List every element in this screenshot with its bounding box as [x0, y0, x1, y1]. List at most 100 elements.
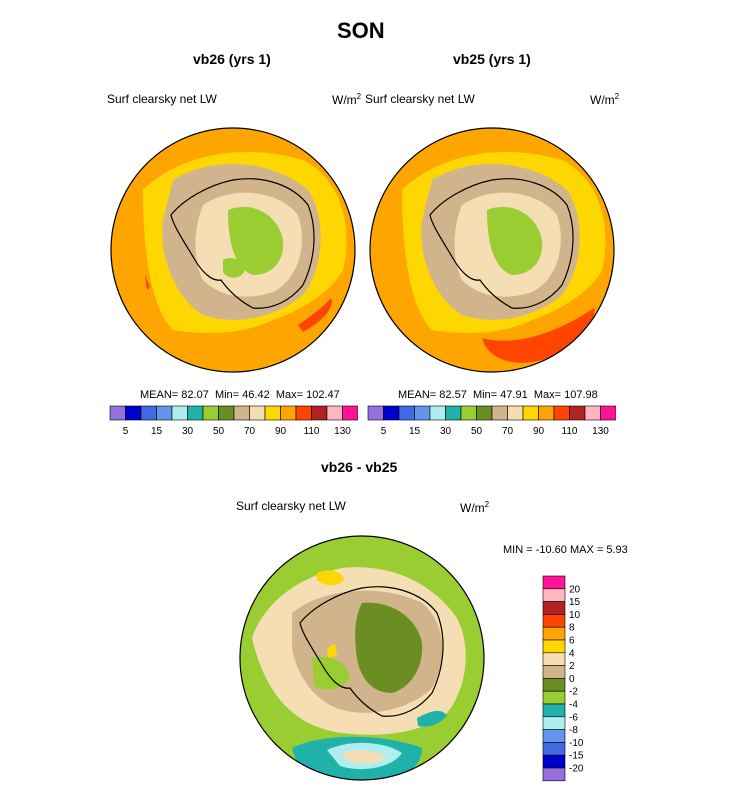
panel-vb26-stats: MEAN= 82.07 Min= 46.42 Max= 102.47 — [140, 389, 340, 401]
panel-vb26-map — [110, 127, 356, 373]
colorbar-box — [553, 405, 570, 421]
colorbar-box — [429, 405, 446, 421]
yellow-spot — [327, 644, 337, 658]
colorbar-box — [156, 405, 173, 421]
colorbar-box — [542, 703, 566, 718]
colorbar-box — [542, 754, 566, 769]
colorbar-box — [342, 405, 358, 421]
colorbar-box — [367, 405, 384, 421]
colorbar-tick-label: 2 — [569, 661, 575, 672]
colorbar-box — [125, 405, 142, 421]
colorbar-tick-label: -8 — [569, 725, 578, 736]
antarctica-coastline — [299, 586, 444, 717]
colorbar-tick-label: 15 — [151, 426, 163, 437]
colorbar-box — [542, 665, 566, 679]
colorbar-tick-label: 30 — [440, 426, 452, 437]
figure-title: SON — [337, 18, 385, 43]
colorbar-box — [280, 405, 297, 421]
colorbar-tick-label: 70 — [244, 426, 256, 437]
colorbar-box — [507, 405, 524, 421]
colorbar-tick-label: 5 — [123, 426, 129, 437]
colorbar-tick-label: 50 — [213, 426, 225, 437]
colorbar-tick-label: 90 — [533, 426, 545, 437]
colorbar-box — [542, 575, 566, 590]
colorbar-tick-label: 6 — [569, 636, 575, 647]
panel-vb26-variable: Surf clearsky net LW — [107, 92, 217, 106]
panel-vb25-variable: Surf clearsky net LW — [365, 92, 475, 106]
colorbar-tick-label: -6 — [569, 712, 578, 723]
colorbar-box — [109, 405, 126, 421]
colorbar-tick-label: 8 — [569, 623, 575, 634]
colorbar-box — [187, 405, 204, 421]
wheat-center — [342, 750, 387, 764]
colorbar-tick-label: 15 — [569, 597, 581, 608]
colorbar-box — [542, 639, 566, 654]
colorbar-box — [542, 729, 566, 743]
colorbar-box — [295, 405, 312, 421]
colorbar-box — [414, 405, 431, 421]
colorbar-tick-label: 130 — [592, 426, 609, 437]
colorbar-box — [569, 405, 586, 421]
colorbar-tick-label: 110 — [304, 426, 320, 437]
colorbar-tick-label: -2 — [569, 687, 578, 698]
colorbar-tick-label: 50 — [471, 426, 483, 437]
colorbar-box — [140, 405, 157, 421]
panel-vb25-colorbar: 5 15 30 50 70 90 110 130 — [367, 405, 616, 437]
antarctica-coastline — [429, 178, 574, 309]
yellow-patch — [317, 570, 344, 586]
green-region — [487, 206, 543, 275]
colorbar-box — [249, 405, 266, 421]
colorbar-box — [491, 405, 508, 421]
panel-vb25-subtitle: vb25 (yrs 1) — [453, 51, 531, 67]
panel-vb26-colorbar: 5 15 30 50 70 90 110 130 — [109, 405, 358, 437]
colorbar-box — [476, 405, 493, 421]
colorbar-tick-label: 20 — [569, 584, 581, 595]
antarctica-coastline — [170, 178, 315, 309]
green-patch — [223, 258, 245, 278]
colorbar-box — [202, 405, 219, 421]
panel-vb25-units: W/m2 — [590, 92, 620, 107]
panel-vb25-map — [369, 127, 615, 373]
colorbar-box — [522, 405, 539, 421]
colorbar-box — [542, 626, 566, 641]
panel-vb25-stats: MEAN= 82.57 Min= 47.91 Max= 107.98 — [398, 389, 598, 401]
colorbar-box — [383, 405, 400, 421]
colorbar-box — [542, 690, 566, 705]
red-spot — [145, 275, 150, 290]
colorbar-tick-label: 4 — [569, 648, 575, 659]
colorbar-tick-label: -20 — [569, 764, 584, 775]
colorbar-tick-label: 130 — [334, 426, 351, 437]
colorbar-box — [171, 405, 188, 421]
colorbar-box — [584, 405, 601, 421]
colorbar-tick-label: 70 — [502, 426, 514, 437]
colorbar-box — [542, 588, 566, 602]
colorbar-box — [542, 742, 566, 756]
green-region — [228, 206, 284, 275]
map-border — [369, 127, 615, 373]
colorbar-box — [538, 405, 555, 421]
diff-minmax: MIN = -10.60 MAX = 5.93 — [503, 544, 628, 556]
red-patch — [482, 308, 595, 363]
colorbar-tick-label: 110 — [562, 426, 578, 437]
colorbar-tick-label: -15 — [569, 751, 584, 762]
colorbar-tick-label: 15 — [409, 426, 421, 437]
colorbar-tick-label: -10 — [569, 738, 584, 749]
colorbar-box — [445, 405, 462, 421]
colorbar-box — [311, 405, 328, 421]
teal-patch — [417, 710, 447, 727]
colorbar-box — [542, 678, 566, 692]
olive-region — [355, 602, 423, 693]
map-border — [239, 535, 485, 781]
colorbar-tick-label: 90 — [275, 426, 287, 437]
diff-title: vb26 - vb25 — [321, 459, 398, 475]
colorbar-tick-label: 5 — [381, 426, 387, 437]
colorbar-box — [542, 716, 566, 730]
diff-units: W/m2 — [460, 500, 490, 515]
colorbar-box — [542, 614, 566, 628]
colorbar-box — [542, 767, 566, 782]
colorbar-tick-label: -4 — [569, 700, 578, 711]
diff-map — [239, 535, 485, 781]
colorbar-tick-label: 10 — [569, 610, 581, 621]
colorbar-box — [460, 405, 477, 421]
